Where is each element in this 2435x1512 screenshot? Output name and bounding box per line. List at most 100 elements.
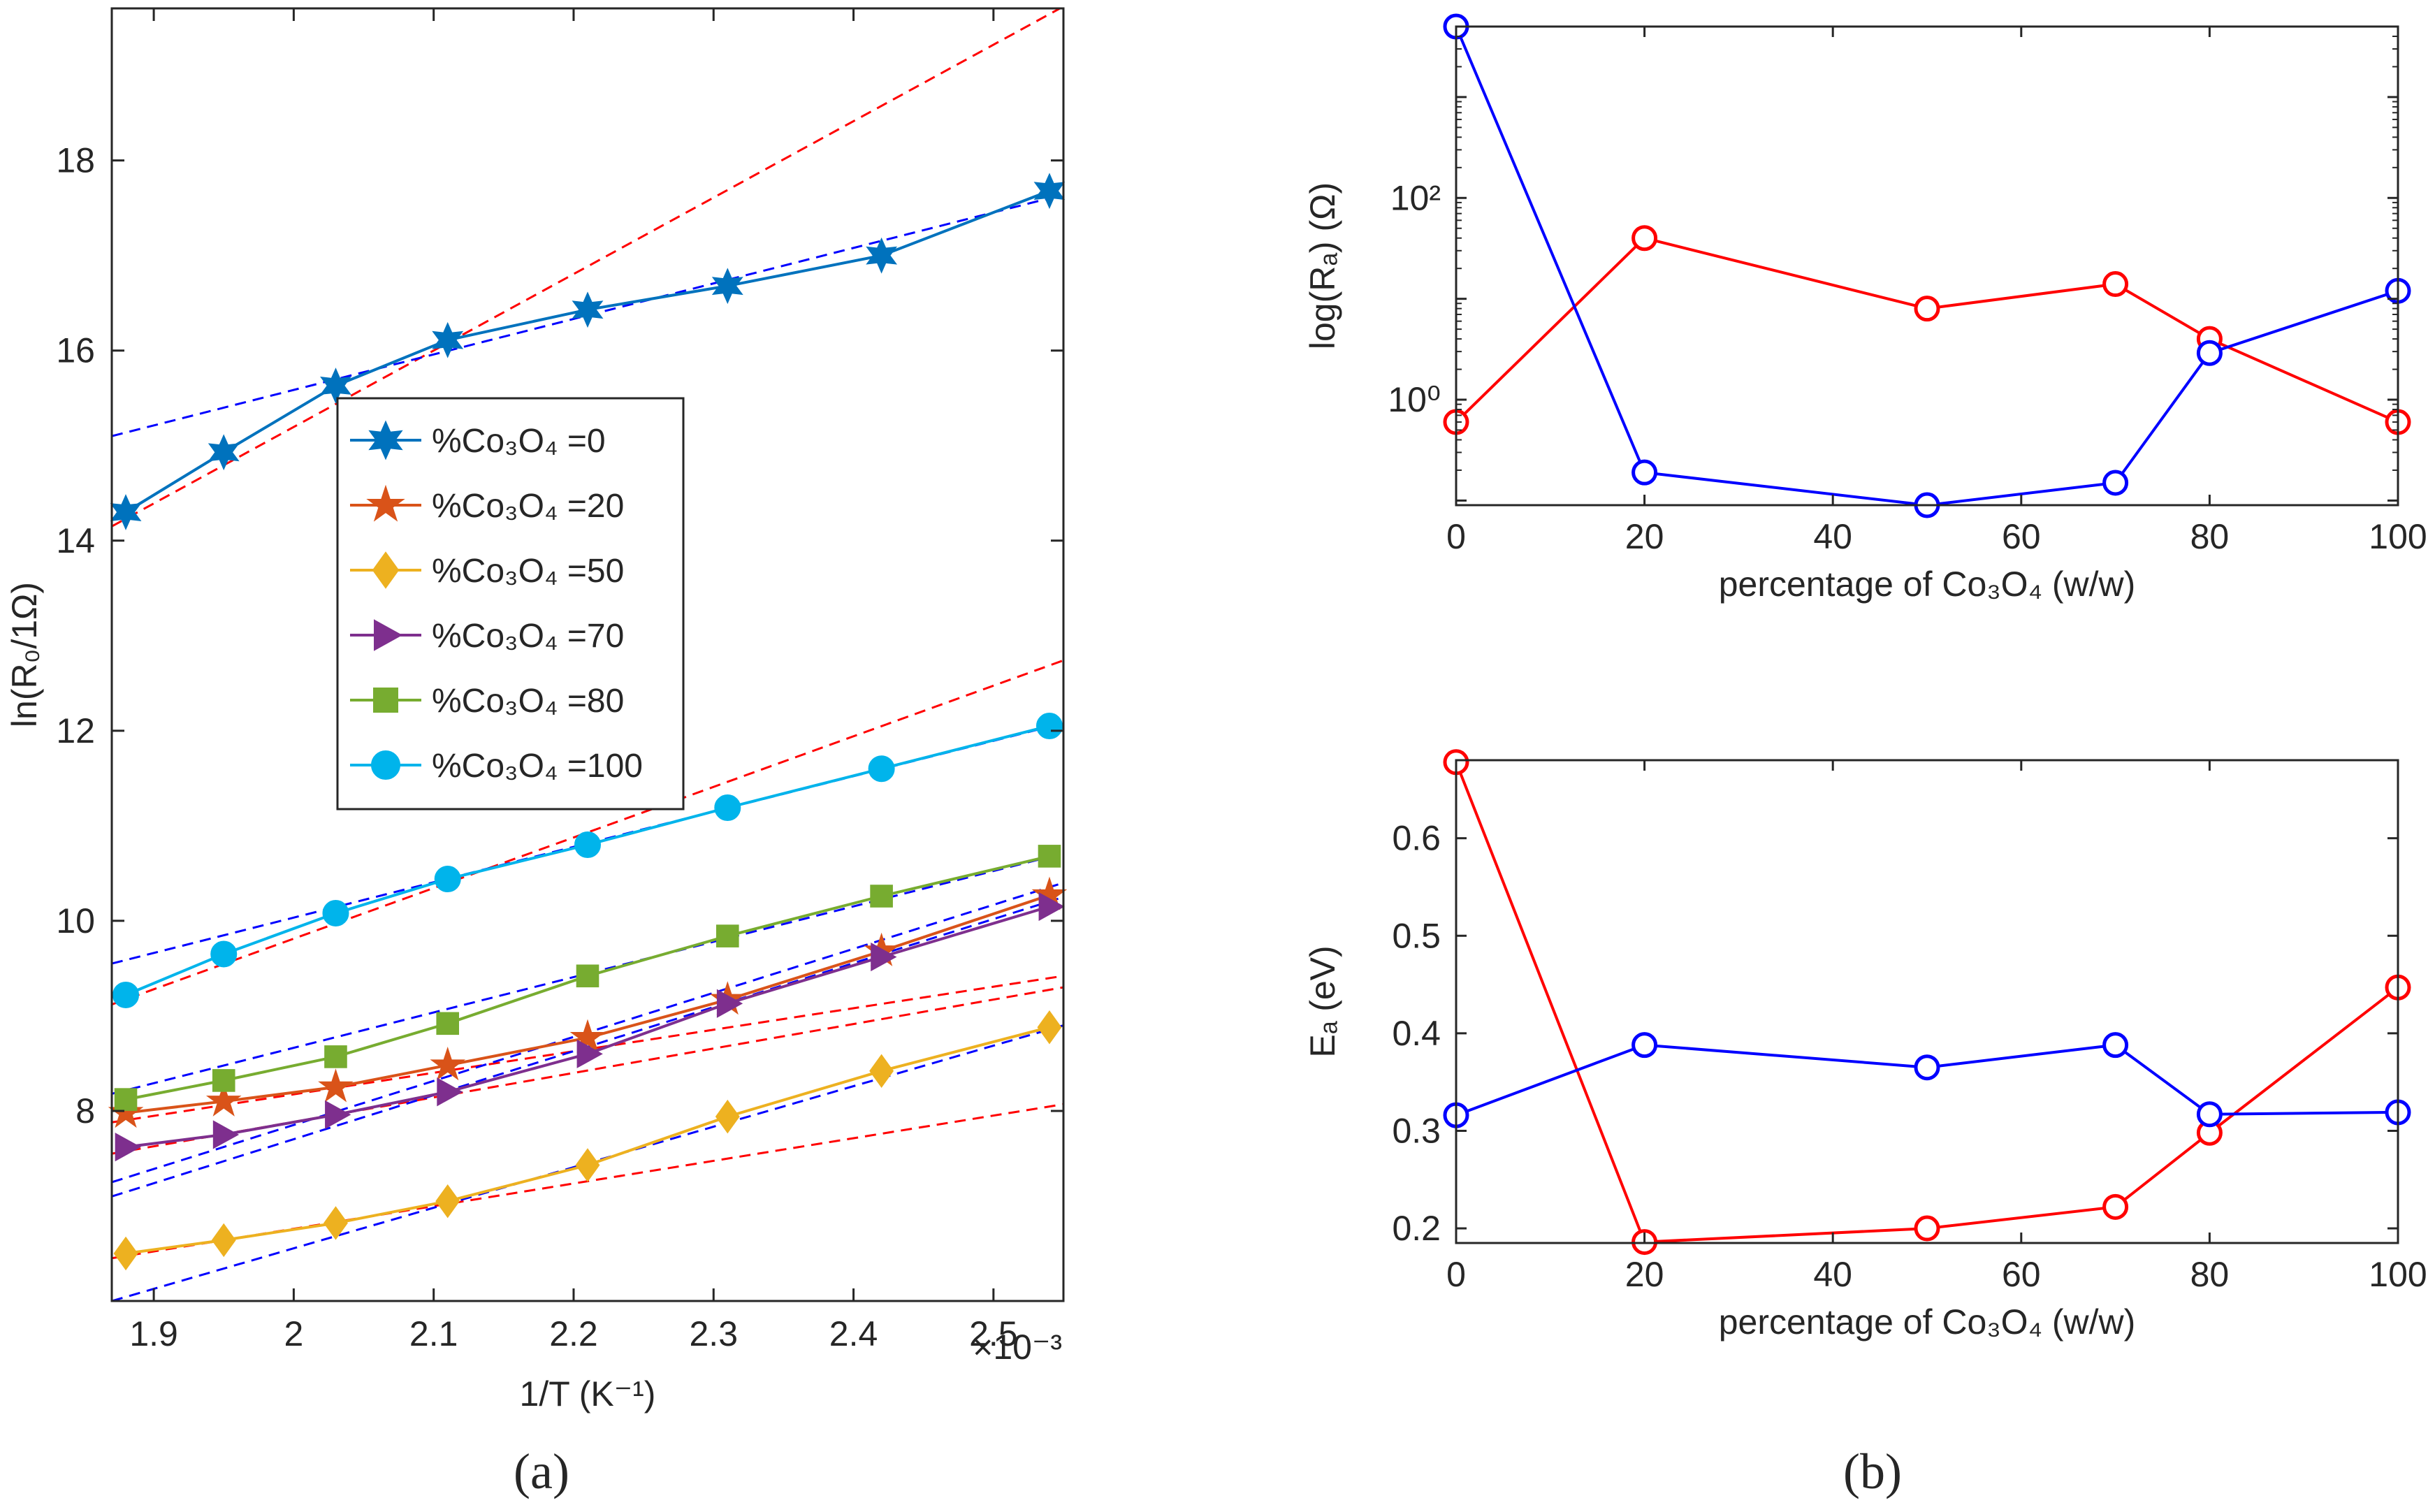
axes-box <box>1455 759 2399 1244</box>
data-point <box>2196 1101 2223 1128</box>
panel-b-top-chart: 0 20 40 60 80 100 10⁰ 10² percentage of Co₃O₄ (w… <box>1303 13 2427 604</box>
y-tick-label: 18 <box>56 141 95 180</box>
data-point <box>1631 459 1658 486</box>
legend-box <box>336 397 685 810</box>
x-tick-label: 20 <box>1625 1255 1664 1294</box>
legend-marker <box>374 619 403 651</box>
data-point <box>210 940 238 968</box>
legend-label: %Co₃O₄ =0 <box>432 423 606 460</box>
series-line <box>125 855 1050 1101</box>
data-point <box>2102 1193 2129 1220</box>
series-line <box>125 725 1050 996</box>
data-point <box>318 1068 354 1103</box>
data-point <box>437 1077 463 1107</box>
data-point <box>715 1099 740 1134</box>
data-point <box>2102 470 2129 496</box>
fit-line <box>112 659 1063 1005</box>
axes-box <box>1455 25 2399 507</box>
data-point <box>569 1019 606 1053</box>
x-tick-label: 100 <box>2369 1255 2427 1294</box>
x-tick-label: 20 <box>1625 517 1664 556</box>
data-point <box>325 1100 351 1129</box>
data-point <box>113 1236 138 1271</box>
data-point <box>2102 271 2129 298</box>
data-point <box>430 1046 466 1081</box>
x-axis-label: 1/T (K⁻¹) <box>520 1374 656 1413</box>
legend-label: %Co₃O₄ =70 <box>432 618 624 655</box>
series-line <box>1455 236 2399 423</box>
x-tick-label: 2.4 <box>829 1314 878 1353</box>
data-point <box>869 1054 894 1089</box>
x-tick-label: 60 <box>2002 1255 2041 1294</box>
legend-marker <box>373 688 398 713</box>
data-point <box>866 237 898 274</box>
x-tick-label: 40 <box>1813 517 1852 556</box>
legend-marker <box>366 484 405 522</box>
legend-marker <box>368 420 403 460</box>
data-point <box>208 434 240 471</box>
axes-box <box>110 7 1065 1302</box>
series-line <box>125 1026 1050 1255</box>
data-point <box>1038 892 1065 922</box>
x-tick-label: 2.2 <box>549 1314 598 1353</box>
x-tick-label: 40 <box>1813 1255 1852 1294</box>
series-line <box>1455 26 2399 507</box>
data-point <box>1037 1010 1062 1045</box>
data-point <box>324 1045 347 1068</box>
x-tick-label: 2.5 <box>969 1314 1018 1353</box>
caption-b: (b) <box>1843 1444 1902 1499</box>
data-point <box>212 1069 235 1092</box>
data-point <box>108 1094 144 1128</box>
data-point <box>871 942 897 972</box>
data-point <box>714 794 741 822</box>
legend-label: %Co₃O₄ =80 <box>432 683 624 720</box>
y-tick-label: 16 <box>56 331 95 370</box>
x-tick-label: 0 <box>1446 1255 1466 1294</box>
legend-marker <box>371 750 400 780</box>
data-point <box>320 368 351 404</box>
x-tick-label: 60 <box>2002 517 2041 556</box>
y-tick-label: 10² <box>1390 178 1441 217</box>
x-tick-label: 2.1 <box>409 1314 458 1353</box>
data-point <box>1914 1054 1940 1081</box>
data-series <box>108 173 1068 1271</box>
x-tick-label: 0 <box>1446 517 1466 556</box>
x-tick-label: 80 <box>2190 1255 2230 1294</box>
data-point <box>114 1088 138 1111</box>
legend-label: %Co₃O₄ =20 <box>432 488 624 525</box>
data-point <box>575 1148 600 1182</box>
series-line <box>125 894 1050 1114</box>
data-point <box>434 866 461 893</box>
data-point <box>572 291 604 328</box>
legend: %Co₃O₄ =0 %Co₃O₄ =20 %Co₃O₄ =50 %Co₃O₄ =70%… <box>336 397 685 810</box>
data-point <box>436 1012 460 1035</box>
data-point <box>716 989 743 1018</box>
data-point <box>212 1120 240 1149</box>
y-tick-label: 10⁰ <box>1388 380 1441 419</box>
y-tick-label: 12 <box>56 711 95 750</box>
series-line <box>124 189 1050 514</box>
data-point <box>870 885 893 908</box>
panel-b-bottom-chart: 0 20 40 60 80 100 0.2 0.3 0.4 0.5 0.6 percentage of… <box>1303 749 2427 1342</box>
legend-label: %Co₃O₄ =50 <box>432 553 624 590</box>
caption-a: (a) <box>514 1444 569 1499</box>
data-point <box>115 1133 141 1162</box>
data-point <box>2102 1032 2129 1059</box>
data-point <box>2196 340 2223 366</box>
data-point <box>322 900 349 926</box>
data-point <box>715 924 739 947</box>
x-tick-label: 1.9 <box>129 1314 178 1353</box>
data-point <box>1631 1032 1658 1059</box>
series-line <box>125 905 1050 1149</box>
fit-line <box>112 986 1063 1155</box>
y-tick-label: 0.4 <box>1392 1014 1441 1053</box>
x-tick-label: 2 <box>284 1314 303 1353</box>
data-point <box>1038 845 1061 868</box>
x-exponent-label: ×10⁻³ <box>973 1328 1062 1367</box>
data-point <box>574 831 601 859</box>
x-tick-label: 80 <box>2190 517 2230 556</box>
x-tick-label: 100 <box>2369 517 2427 556</box>
x-axis-label: percentage of Co₃O₄ (w/w) <box>1719 1302 2136 1342</box>
y-tick-label: 0.3 <box>1392 1111 1441 1150</box>
